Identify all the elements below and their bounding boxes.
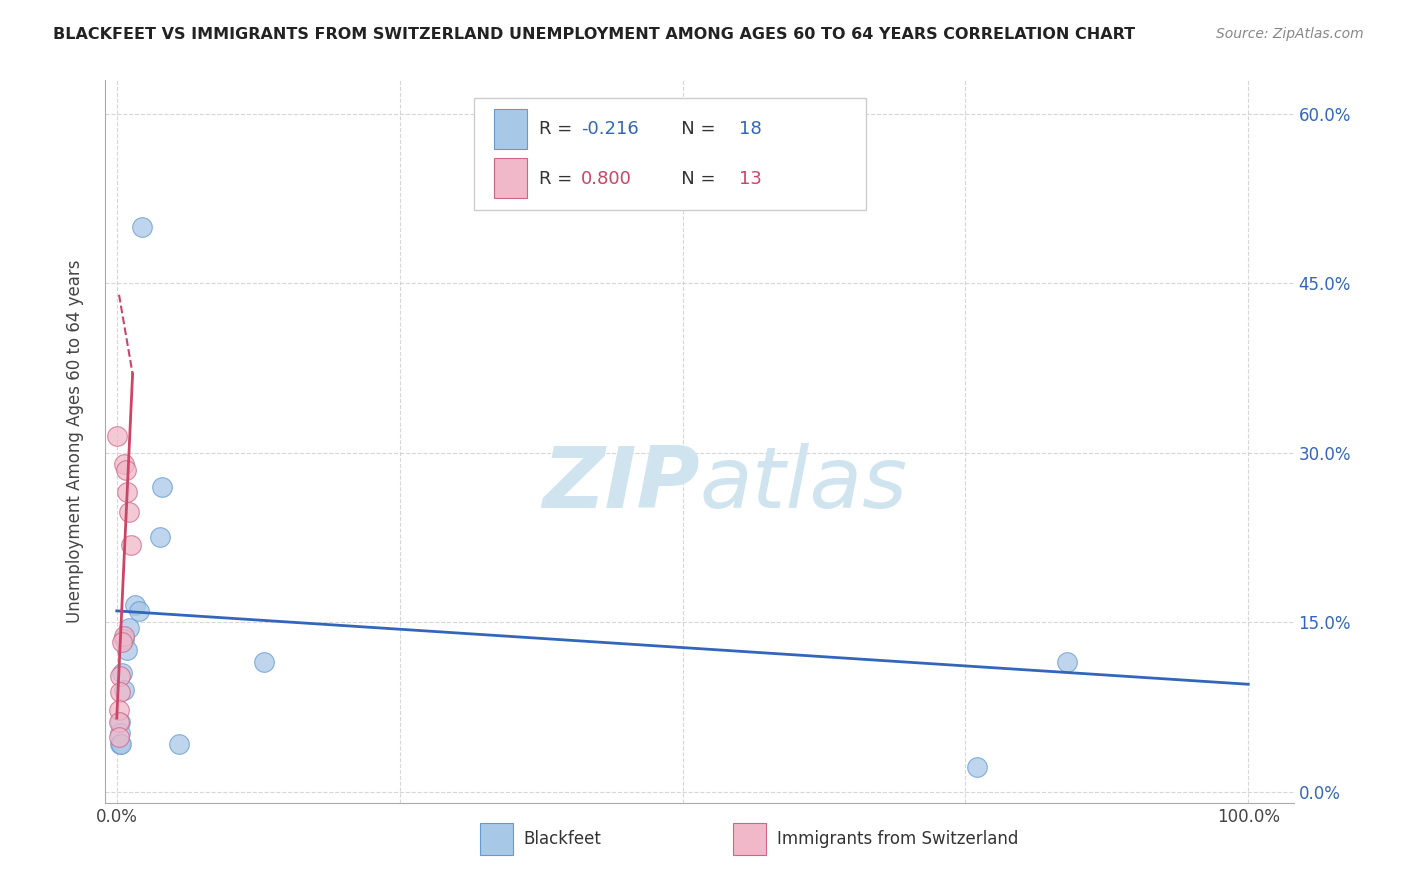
FancyBboxPatch shape	[733, 823, 766, 855]
Point	[108, 685, 131, 699]
Point	[124, 599, 146, 613]
Point	[108, 714, 131, 729]
Y-axis label: Unemployment Among Ages 60 to 64 years: Unemployment Among Ages 60 to 64 years	[66, 260, 84, 624]
Point	[118, 504, 141, 518]
FancyBboxPatch shape	[474, 98, 866, 211]
Text: R =: R =	[538, 170, 578, 188]
Point	[115, 643, 138, 657]
Point	[966, 760, 988, 774]
Text: Immigrants from Switzerland: Immigrants from Switzerland	[776, 830, 1018, 848]
Point	[108, 703, 131, 717]
Point	[150, 480, 173, 494]
Point	[108, 726, 131, 740]
Point	[121, 538, 143, 552]
Text: R =: R =	[538, 120, 578, 138]
Text: Blackfeet: Blackfeet	[523, 830, 602, 848]
Text: BLACKFEET VS IMMIGRANTS FROM SWITZERLAND UNEMPLOYMENT AMONG AGES 60 TO 64 YEARS : BLACKFEET VS IMMIGRANTS FROM SWITZERLAND…	[53, 27, 1136, 42]
Point	[1056, 655, 1078, 669]
Text: -0.216: -0.216	[581, 120, 638, 138]
Point	[112, 632, 135, 646]
Point	[167, 737, 190, 751]
Point	[112, 457, 135, 471]
Point	[149, 531, 172, 545]
Point	[253, 655, 276, 669]
Point	[111, 635, 134, 649]
Point	[128, 604, 150, 618]
Point	[105, 429, 128, 443]
Point	[112, 682, 135, 697]
Point	[111, 665, 134, 680]
Text: 13: 13	[738, 170, 762, 188]
Point	[108, 737, 131, 751]
Text: 18: 18	[738, 120, 762, 138]
Point	[114, 463, 136, 477]
Point	[112, 629, 135, 643]
Text: N =: N =	[664, 170, 721, 188]
Point	[131, 220, 153, 235]
Text: ZIP: ZIP	[541, 443, 700, 526]
FancyBboxPatch shape	[494, 158, 527, 198]
FancyBboxPatch shape	[479, 823, 513, 855]
Point	[115, 485, 138, 500]
Point	[108, 669, 131, 683]
Text: N =: N =	[664, 120, 721, 138]
Point	[108, 714, 131, 729]
Point	[110, 737, 132, 751]
FancyBboxPatch shape	[494, 109, 527, 149]
Point	[118, 621, 141, 635]
Point	[108, 731, 131, 745]
Text: 0.800: 0.800	[581, 170, 631, 188]
Text: Source: ZipAtlas.com: Source: ZipAtlas.com	[1216, 27, 1364, 41]
Text: atlas: atlas	[700, 443, 907, 526]
